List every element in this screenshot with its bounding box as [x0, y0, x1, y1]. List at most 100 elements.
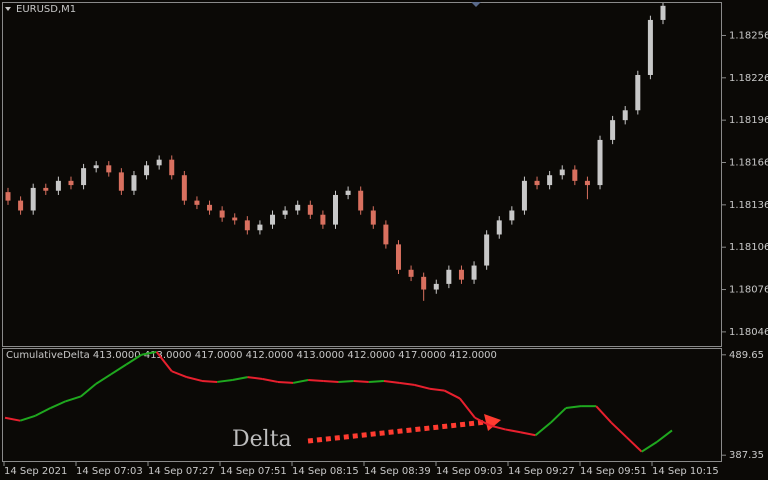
x-tick-label: 14 Sep 07:03 [76, 466, 143, 477]
candle-body [131, 175, 137, 191]
candle-body [610, 120, 616, 140]
candle-body [144, 165, 150, 176]
candle-body [383, 224, 389, 245]
candle-body [484, 234, 490, 266]
delta-segment [50, 400, 67, 409]
candle-body [496, 220, 502, 235]
candle-body [232, 217, 238, 221]
delta-segment [505, 428, 521, 434]
delta-segment [656, 429, 673, 443]
delta-segment [202, 379, 218, 383]
candle-body [333, 194, 338, 225]
candle-body [244, 220, 250, 231]
delta-segment [625, 436, 643, 453]
candle-body [81, 168, 87, 186]
y-tick-label: 489.65 [729, 350, 764, 361]
candle-body [181, 175, 187, 201]
delta-segment [641, 441, 658, 453]
candle-body [207, 204, 213, 211]
candle-body [18, 200, 24, 211]
candle-body [106, 165, 112, 173]
delta-segment [80, 383, 97, 398]
delta-segment [368, 379, 385, 383]
delta-segment [292, 378, 309, 384]
arrow-shaft [307, 419, 487, 444]
delta-segment [323, 379, 339, 383]
candle-body [660, 5, 666, 20]
menu-arrow[interactable] [5, 7, 11, 11]
y-tick-label: 1.18256 [729, 30, 768, 41]
candle-body [509, 210, 515, 221]
delta-segment [338, 379, 354, 383]
y-tick-label: 1.18046 [729, 327, 768, 338]
delta-segment [110, 363, 127, 376]
candle-body [43, 187, 49, 191]
delta-segment [155, 351, 173, 372]
delta-segment [458, 397, 476, 419]
candle-body [446, 269, 452, 284]
candle-body [622, 110, 628, 121]
delta-segment [353, 379, 369, 383]
y-tick-label: 1.18106 [729, 242, 768, 253]
candle-body [395, 244, 401, 270]
candle-body [55, 180, 61, 191]
candle-body [270, 214, 276, 225]
candle-body [169, 159, 175, 176]
delta-segment [125, 353, 142, 366]
delta-segment [262, 378, 279, 383]
x-tick-label: 14 Sep 09:03 [436, 466, 503, 477]
arrow-head [484, 414, 501, 431]
delta-segment [19, 414, 36, 422]
candle-body [572, 169, 578, 181]
y-tick-label: 1.18196 [729, 115, 768, 126]
candle-body [597, 139, 603, 186]
y-tick-label: 1.18226 [729, 73, 768, 84]
x-tick-label: 14 Sep 10:15 [652, 466, 719, 477]
x-tick-label: 14 Sep 09:51 [580, 466, 647, 477]
candle-body [547, 175, 553, 186]
x-tick-label: 14 Sep 07:51 [220, 466, 287, 477]
candle-body [307, 204, 313, 215]
candle-body [219, 210, 225, 218]
y-tick-label: 1.18076 [729, 285, 768, 296]
candle-body [647, 19, 653, 75]
candle-body [534, 180, 540, 186]
delta-segment [186, 376, 203, 382]
delta-segment [520, 431, 536, 437]
candle-body [282, 210, 288, 215]
candle-body [471, 265, 477, 280]
delta-segment [4, 416, 21, 422]
candle-body [584, 180, 590, 186]
delta-segment [277, 380, 294, 384]
delta-segment [232, 376, 248, 381]
delta-segment [610, 421, 628, 438]
chart-title: EURUSD,M1 [16, 4, 76, 15]
delta-segment [141, 350, 157, 356]
delta-segment [565, 405, 582, 410]
candle-body [118, 172, 124, 191]
candle-body [68, 180, 74, 186]
x-tick-label: 14 Sep 08:15 [292, 466, 359, 477]
candle-body [458, 269, 464, 280]
x-tick-label: 14 Sep 2021 [4, 466, 67, 477]
delta-segment [383, 379, 400, 384]
candle-body [559, 169, 565, 176]
delta-segment [595, 405, 613, 424]
candle-body [370, 210, 376, 225]
delta-segment [414, 383, 430, 390]
candle-body [421, 276, 427, 290]
candle-body [5, 192, 11, 201]
main-panel [2, 2, 722, 347]
x-tick-label: 14 Sep 09:27 [508, 466, 575, 477]
delta-segment [217, 378, 233, 383]
shift-marker [471, 2, 481, 7]
y-tick-label: 387.35 [729, 450, 764, 461]
delta-segment [34, 407, 51, 417]
delta-segment [429, 387, 445, 392]
candle-body [320, 214, 326, 225]
annotation: Delta [232, 427, 292, 452]
candle-body [635, 74, 641, 111]
delta-segment [171, 370, 188, 379]
delta-segment [65, 395, 82, 403]
